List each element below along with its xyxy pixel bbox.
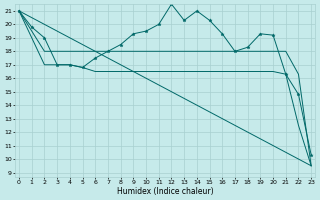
- X-axis label: Humidex (Indice chaleur): Humidex (Indice chaleur): [117, 187, 213, 196]
